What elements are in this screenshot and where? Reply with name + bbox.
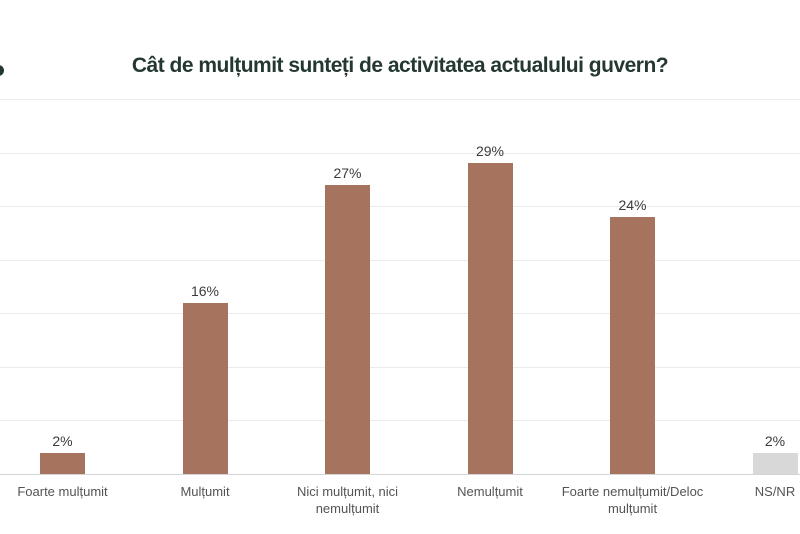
category-label-3: Nemulțumit [457, 484, 523, 499]
gridline [0, 420, 800, 422]
bar-0 [40, 452, 85, 474]
plot-area: 2% 16% 27% 29% 24% 2% Foarte mulțumit Mulțumit… [0, 99, 800, 516]
bar-value-label-1: 16% [190, 282, 220, 299]
gridline [0, 366, 800, 368]
gridline [0, 206, 800, 208]
category-label-2: Nici mulțumit, nici nemulțumit [296, 484, 399, 516]
gridline [0, 313, 800, 315]
category-label-1: Mulțumit [180, 484, 230, 499]
bar-5 [752, 452, 798, 474]
bar-2 [325, 184, 370, 474]
bar-4 [610, 216, 655, 474]
bar-1 [182, 302, 228, 474]
logo-fragment-icon [0, 65, 4, 76]
bar-value-label-3: 29% [475, 143, 505, 160]
gridline [0, 259, 800, 261]
category-label-0: Foarte mulțumit [17, 484, 108, 499]
category-label-4: Foarte nemulțumit/Deloc mulțumit [561, 484, 704, 516]
bar-value-label-2: 27% [333, 164, 362, 181]
bar-value-label-5: 2% [764, 432, 786, 449]
bar-value-label-0: 2% [52, 432, 73, 449]
gridline [0, 99, 800, 100]
bar-3 [467, 163, 513, 474]
chart-title: Cât de mulțumit sunteți de activitatea a… [131, 54, 669, 77]
gridline [0, 152, 800, 154]
x-axis-line [0, 474, 800, 475]
bar-value-label-4: 24% [618, 196, 647, 213]
category-label-5: NS/NR [754, 484, 796, 499]
